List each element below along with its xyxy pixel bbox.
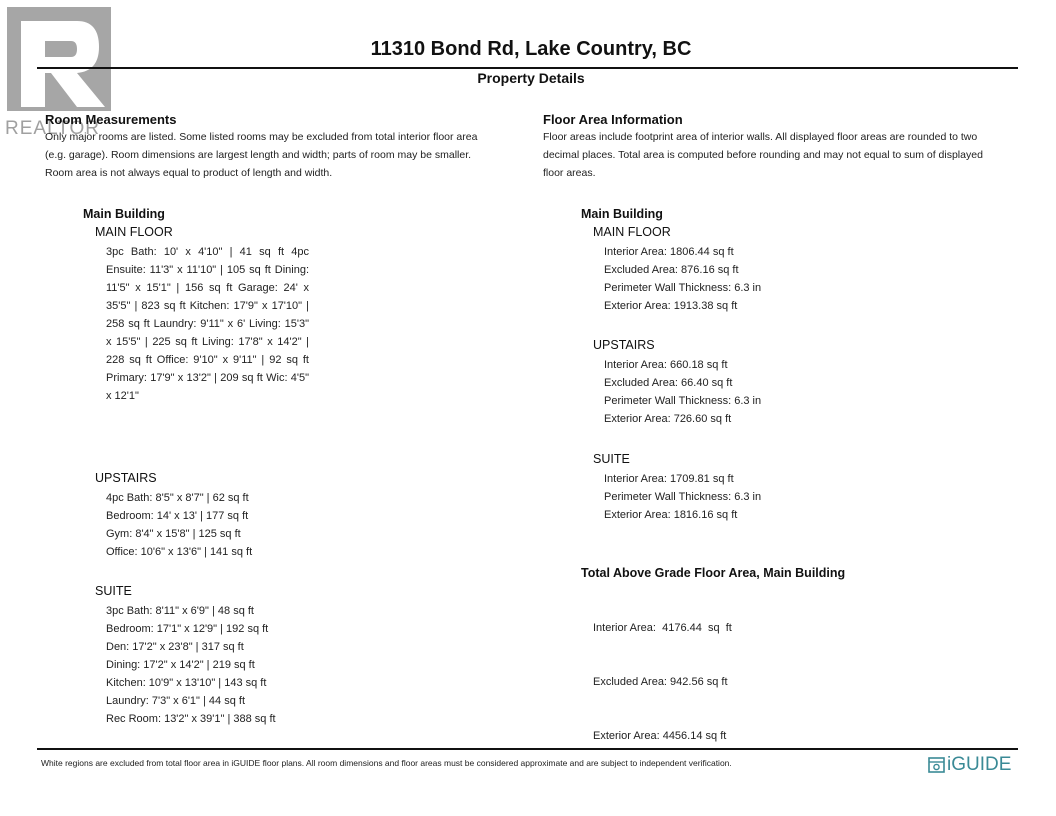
floor-area-description: Floor areas include footprint area of in… [543,128,983,182]
building-heading: Main Building [581,207,663,221]
area-item: Interior Area: 4176.44 sq ft [593,622,732,634]
suite-areas: Interior Area: 1709.81 sq ft Perimeter W… [604,470,761,524]
room-item: Office: 10'6" x 13'6" | 141 sq ft [106,546,253,558]
area-item: Excluded Area: 66.40 sq ft [604,377,733,389]
building-heading: Main Building [83,207,165,221]
area-item: Exterior Area: 1816.16 sq ft [604,509,738,521]
upstairs-areas: Interior Area: 660.18 sq ft Excluded Are… [604,356,761,428]
room-item: Bedroom: 17'1" x 12'9" | 192 sq ft [106,623,269,635]
area-item: Perimeter Wall Thickness: 6.3 in [604,395,762,407]
area-item: Exterior Area: 1913.38 sq ft [604,300,738,312]
description-line: Only major rooms are listed. Some listed… [45,131,478,143]
area-item: Interior Area: 660.18 sq ft [604,359,728,371]
room-item: Bedroom: 14' x 13' | 177 sq ft [106,510,249,522]
area-item: Excluded Area: 876.16 sq ft [604,264,739,276]
area-item: Interior Area: 1709.81 sq ft [604,473,734,485]
floor-label-upstairs: UPSTAIRS [95,471,157,485]
footer-disclaimer: White regions are excluded from total fl… [41,758,732,768]
description-line: floor areas. [543,167,596,179]
area-item: Excluded Area: 942.56 sq ft [593,676,728,688]
area-item: Interior Area: 1806.44 sq ft [604,246,734,258]
iguide-camera-icon [928,757,945,773]
room-measurements-heading: Room Measurements [45,112,177,127]
realtor-r-icon [21,21,105,107]
floor-label-suite: SUITE [95,584,132,598]
room-item: Kitchen: 10'9" x 13'10" | 143 sq ft [106,677,267,689]
floor-area-heading: Floor Area Information [543,112,683,127]
floor-label-upstairs: UPSTAIRS [593,338,655,352]
page-title: 11310 Bond Rd, Lake Country, BC [370,38,692,60]
room-item: 3pc Bath: 8'11" x 6'9" | 48 sq ft [106,605,254,617]
page-subtitle: Property Details [477,70,585,86]
room-item: Den: 17'2" x 23'8" | 317 sq ft [106,641,244,653]
description-line: Floor areas include footprint area of in… [543,131,978,143]
realtor-logo-text: REALTOR [5,118,100,139]
area-item: Perimeter Wall Thickness: 6.3 in [604,282,762,294]
main-floor-areas: Interior Area: 1806.44 sq ft Excluded Ar… [604,243,761,315]
description-line: Room area is not always equal to product… [45,167,333,179]
total-area-heading: Total Above Grade Floor Area, Main Build… [581,566,846,580]
floor-label-main: MAIN FLOOR [593,225,671,239]
main-floor-rooms: 3pc Bath: 10' x 4'10" | 41 sq ft 4pc Ens… [106,246,309,402]
room-item: 4pc Bath: 8'5" x 8'7" | 62 sq ft [106,492,249,504]
suite-rooms: 3pc Bath: 8'11" x 6'9" | 48 sq ft Bedroo… [106,602,276,728]
description-line: decimal places. Total area is computed b… [543,149,983,161]
description-line: (e.g. garage). Room dimensions are large… [45,149,472,161]
iguide-brand-text: iGUIDE [947,754,1012,775]
area-item: Exterior Area: 4456.14 sq ft [593,730,727,742]
realtor-logo [7,7,111,111]
upstairs-rooms: 4pc Bath: 8'5" x 8'7" | 62 sq ft Bedroom… [106,489,252,561]
floor-label-suite: SUITE [593,452,630,466]
iguide-logo: iGUIDE [928,754,1011,776]
floor-label-main: MAIN FLOOR [95,225,173,239]
room-item: Dining: 17'2" x 14'2" | 219 sq ft [106,659,255,671]
area-item: Exterior Area: 726.60 sq ft [604,413,732,425]
room-item: Gym: 8'4" x 15'8" | 125 sq ft [106,528,241,540]
footer-divider [37,748,1018,750]
area-item: Perimeter Wall Thickness: 6.3 in [604,491,762,503]
total-areas: Interior Area: 4176.44 sq ft Excluded Ar… [593,583,732,781]
room-measurements-description: Only major rooms are listed. Some listed… [45,128,477,182]
header-divider [37,67,1018,69]
room-item: Laundry: 7'3" x 6'1" | 44 sq ft [106,695,246,707]
room-item: Rec Room: 13'2" x 39'1" | 388 sq ft [106,713,276,725]
